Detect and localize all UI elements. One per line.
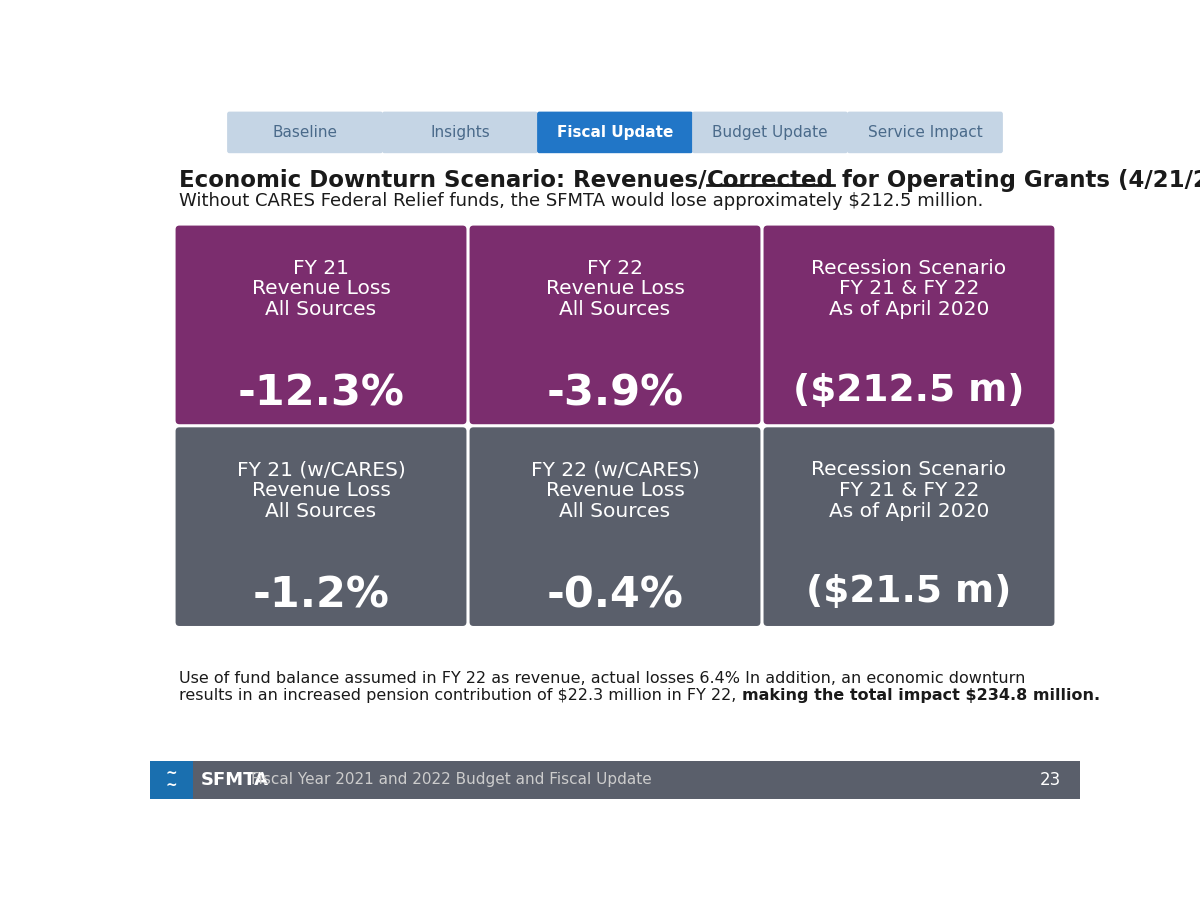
Text: Baseline: Baseline xyxy=(272,125,337,140)
Text: Revenue Loss: Revenue Loss xyxy=(546,481,684,500)
Text: -3.9%: -3.9% xyxy=(546,373,684,415)
Text: FY 21: FY 21 xyxy=(293,259,349,277)
Text: All Sources: All Sources xyxy=(559,502,671,521)
Text: Revenue Loss: Revenue Loss xyxy=(546,279,684,298)
Text: Recession Scenario: Recession Scenario xyxy=(811,259,1007,277)
Text: All Sources: All Sources xyxy=(559,300,671,320)
FancyBboxPatch shape xyxy=(227,111,383,154)
FancyBboxPatch shape xyxy=(763,427,1055,626)
Text: Revenue Loss: Revenue Loss xyxy=(252,279,390,298)
Text: -1.2%: -1.2% xyxy=(252,575,390,616)
FancyBboxPatch shape xyxy=(382,111,538,154)
Text: Budget Update: Budget Update xyxy=(712,125,828,140)
FancyBboxPatch shape xyxy=(692,111,848,154)
Text: -0.4%: -0.4% xyxy=(546,575,684,616)
Text: Fiscal Update: Fiscal Update xyxy=(557,125,673,140)
Text: FY 22: FY 22 xyxy=(587,259,643,277)
Text: for Operating Grants (4/21/20): for Operating Grants (4/21/20) xyxy=(834,170,1200,192)
Text: ($212.5 m): ($212.5 m) xyxy=(793,373,1025,409)
FancyBboxPatch shape xyxy=(469,427,761,626)
Text: FY 21 (w/CARES): FY 21 (w/CARES) xyxy=(236,461,406,480)
Text: Fiscal Year 2021 and 2022 Budget and Fiscal Update: Fiscal Year 2021 and 2022 Budget and Fis… xyxy=(251,772,652,788)
Text: All Sources: All Sources xyxy=(265,300,377,320)
Text: As of April 2020: As of April 2020 xyxy=(829,502,989,521)
Text: As of April 2020: As of April 2020 xyxy=(829,300,989,320)
Text: -12.3%: -12.3% xyxy=(238,373,404,415)
FancyBboxPatch shape xyxy=(469,225,761,424)
FancyBboxPatch shape xyxy=(763,225,1055,424)
Text: FY 22 (w/CARES): FY 22 (w/CARES) xyxy=(530,461,700,480)
Text: results in an increased pension contribution of $22.3 million in FY 22,: results in an increased pension contribu… xyxy=(180,689,742,703)
Text: Recession Scenario: Recession Scenario xyxy=(811,461,1007,480)
Text: Economic Downturn Scenario: Revenues/: Economic Downturn Scenario: Revenues/ xyxy=(180,170,707,192)
Text: Insights: Insights xyxy=(430,125,490,140)
FancyBboxPatch shape xyxy=(538,111,692,154)
Text: Without CARES Federal Relief funds, the SFMTA would lose approximately $212.5 mi: Without CARES Federal Relief funds, the … xyxy=(180,192,984,210)
Text: ($21.5 m): ($21.5 m) xyxy=(806,575,1012,611)
FancyBboxPatch shape xyxy=(847,111,1003,154)
Text: Service Impact: Service Impact xyxy=(868,125,983,140)
Text: All Sources: All Sources xyxy=(265,502,377,521)
FancyBboxPatch shape xyxy=(175,225,467,424)
Text: Use of fund balance assumed in FY 22 as revenue, actual losses 6.4% In addition,: Use of fund balance assumed in FY 22 as … xyxy=(180,672,1026,686)
FancyBboxPatch shape xyxy=(175,427,467,626)
FancyBboxPatch shape xyxy=(150,761,1080,799)
Text: FY 21 & FY 22: FY 21 & FY 22 xyxy=(839,279,979,298)
Text: SFMTA: SFMTA xyxy=(200,771,269,789)
FancyBboxPatch shape xyxy=(150,761,193,799)
Text: Corrected: Corrected xyxy=(707,170,834,192)
Text: Revenue Loss: Revenue Loss xyxy=(252,481,390,500)
Text: ~
~: ~ ~ xyxy=(166,767,176,793)
Text: FY 21 & FY 22: FY 21 & FY 22 xyxy=(839,481,979,500)
Text: 23: 23 xyxy=(1039,771,1061,789)
Text: making the total impact $234.8 million.: making the total impact $234.8 million. xyxy=(742,689,1100,703)
